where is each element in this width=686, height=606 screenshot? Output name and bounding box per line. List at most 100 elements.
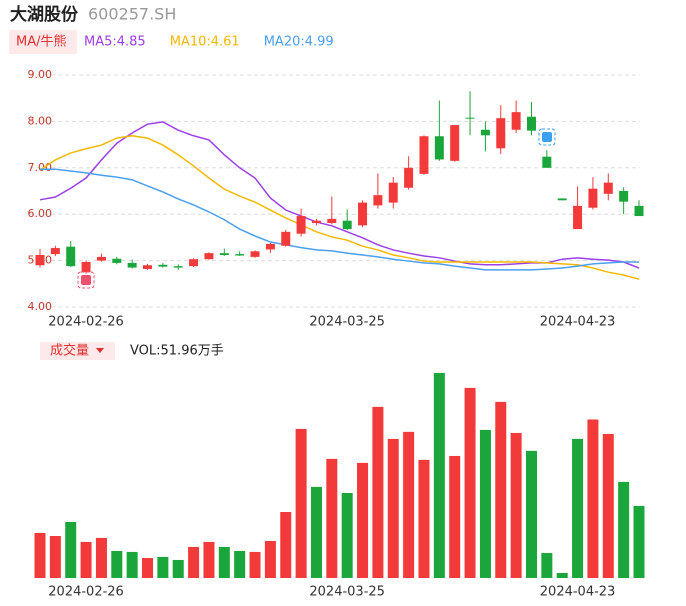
volume-bar [541, 553, 553, 578]
candle-body [158, 264, 168, 267]
volume-button[interactable]: 成交量 [50, 343, 89, 359]
candle-body [557, 198, 567, 201]
x-tick-label: 2024-03-25 [309, 315, 385, 330]
candle-body [404, 167, 414, 188]
volume-bar [249, 551, 261, 578]
volume-bar [525, 450, 537, 578]
candle-body [342, 220, 352, 230]
candle-body [235, 254, 245, 256]
volume-bar [111, 550, 123, 578]
candle-body [603, 182, 613, 194]
candle-body [419, 136, 429, 174]
x-tick-label: 2024-04-23 [540, 585, 616, 600]
volume-bar [495, 401, 507, 578]
candle-body [434, 136, 444, 160]
bear-marker [538, 128, 556, 146]
x-tick-label: 2024-02-26 [48, 315, 124, 330]
ma-line [39, 135, 640, 280]
y-tick-label: 7.00 [28, 161, 53, 174]
volume-bar [142, 558, 154, 578]
volume-bar [34, 532, 46, 578]
volume-bar [341, 492, 353, 578]
candle-body [526, 116, 536, 131]
volume-bar [264, 540, 276, 578]
volume-bar [310, 486, 322, 578]
candle-body [388, 182, 398, 203]
x-tick-label: 2024-04-23 [540, 315, 616, 330]
candle-body [358, 202, 368, 226]
volume-legend: VOL:51.96万手 [130, 344, 224, 359]
x-tick-label: 2024-03-25 [309, 585, 385, 600]
candle-body [373, 195, 383, 206]
volume-bar [387, 438, 399, 578]
candle-body [173, 266, 183, 268]
candle-body [50, 248, 60, 255]
volume-bar [464, 387, 476, 578]
bull-marker [77, 271, 95, 289]
volume-bar [572, 438, 584, 578]
volume-bar [449, 455, 461, 578]
volume-bar [126, 551, 138, 578]
candle-body [496, 118, 506, 149]
stock-name: 大湖股份 [10, 4, 79, 25]
volume-bar [295, 428, 307, 578]
candle-body [311, 220, 321, 224]
volume-bar [418, 459, 430, 578]
volume-bar [479, 429, 491, 578]
candle-body [573, 205, 583, 230]
ma-line [40, 168, 639, 271]
candle-body [250, 251, 260, 257]
candle-body [542, 156, 552, 168]
y-tick-label: 8.00 [28, 114, 53, 127]
candle-body [96, 256, 106, 261]
volume-bar [510, 432, 522, 578]
candle-body [480, 129, 490, 136]
volume-bar [65, 521, 77, 578]
volume-bar [203, 541, 215, 578]
volume-bar [587, 419, 599, 578]
candle-body [511, 112, 521, 130]
x-tick-label: 2024-02-26 [48, 585, 124, 600]
candle-body [327, 218, 337, 224]
volume-bar [218, 546, 230, 578]
dropdown-arrow[interactable] [96, 348, 104, 353]
volume-bar [95, 537, 107, 578]
volume-bar [618, 481, 630, 578]
candle-body [296, 216, 306, 234]
legend-button-bg[interactable] [9, 30, 77, 54]
candle-body [204, 253, 214, 260]
legend-button[interactable]: MA/牛熊 [16, 34, 67, 50]
candle-body [281, 231, 291, 246]
volume-bar [326, 458, 338, 578]
candle-body [588, 188, 598, 208]
volume-bar [80, 541, 92, 578]
y-tick-label: 4.00 [28, 300, 53, 313]
candle-body [619, 191, 629, 202]
y-tick-label: 9.00 [28, 68, 53, 81]
volume-bar [234, 550, 246, 578]
legend-entry: MA5:4.85 [84, 35, 146, 50]
volume-button-bg[interactable] [40, 342, 115, 360]
volume-bar [188, 546, 200, 578]
legend-entry: MA10:4.61 [170, 35, 240, 50]
candle-body [465, 117, 475, 119]
volume-bar [556, 573, 568, 578]
volume-bar [49, 535, 61, 578]
candle-body [143, 265, 153, 269]
ma-line [39, 121, 640, 269]
volume-bar [280, 511, 292, 578]
volume-bar [172, 559, 184, 578]
candle-body [35, 255, 45, 266]
candle-body [127, 262, 137, 268]
candle-body [112, 258, 122, 263]
volume-bar [157, 556, 169, 578]
volume-bar [403, 431, 415, 578]
candle-body [66, 246, 76, 267]
candle-body [219, 253, 229, 256]
y-tick-label: 6.00 [28, 207, 53, 220]
stock-code: 600257.SH [88, 5, 176, 24]
candle-body [189, 259, 199, 267]
candle-body [81, 261, 91, 273]
candle-body [634, 205, 644, 217]
